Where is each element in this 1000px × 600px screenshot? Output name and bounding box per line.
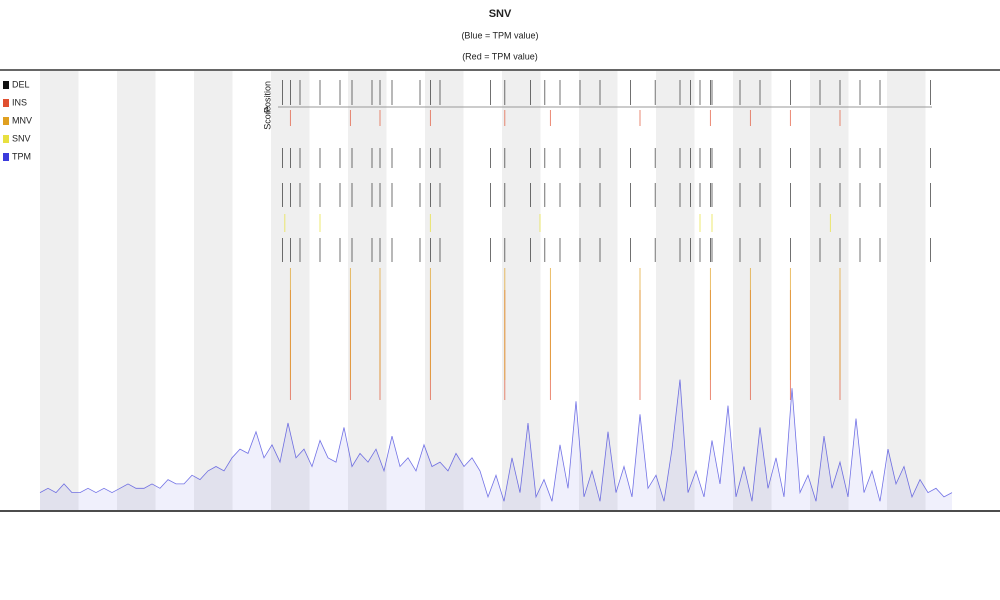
legend-swatch: [3, 153, 9, 161]
line: [39, 379, 953, 502]
track-label: Position: [262, 81, 272, 113]
chart-title: SNV: [489, 8, 512, 20]
legend-swatch: [3, 81, 9, 89]
chart-subtitle: (Blue = TPM value): [461, 30, 538, 40]
legend-label: INS: [12, 97, 27, 107]
track-label: Score: [262, 106, 272, 130]
band: [656, 71, 695, 510]
legend-label: SNV: [12, 133, 31, 143]
band: [348, 71, 387, 510]
band: [502, 71, 541, 510]
legend-label: MNV: [12, 115, 32, 125]
band: [887, 71, 926, 510]
band: [810, 71, 849, 510]
line-area: [40, 379, 952, 510]
band: [425, 71, 464, 510]
band: [733, 71, 772, 510]
band: [40, 71, 79, 510]
bands: [40, 71, 926, 510]
chart-subtitle: (Red = TPM value): [462, 51, 538, 61]
legend-swatch: [3, 117, 9, 125]
legend-swatch: [3, 135, 9, 143]
legend-label: TPM: [12, 151, 31, 161]
band: [579, 71, 618, 510]
band: [117, 71, 156, 510]
legend-label: DEL: [12, 79, 30, 89]
legend-swatch: [3, 99, 9, 107]
band: [194, 71, 233, 510]
